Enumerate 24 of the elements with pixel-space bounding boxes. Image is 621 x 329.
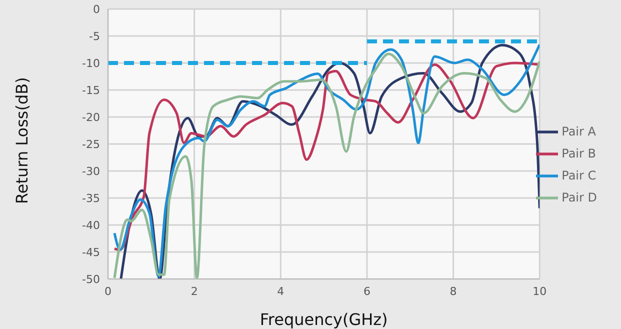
x-tick-label: 6 xyxy=(363,284,370,298)
y-tick-label: -25 xyxy=(82,138,100,151)
y-tick-label: -10 xyxy=(82,56,100,70)
y-axis-title: Return Loss(dB) xyxy=(12,77,32,204)
y-tick-label: 0 xyxy=(93,2,100,16)
y-tick-label: -50 xyxy=(82,272,100,286)
x-tick-label: 2 xyxy=(190,284,198,298)
x-tick-label: 10 xyxy=(532,284,547,298)
x-axis-title: Frequency(GHz) xyxy=(260,310,388,329)
y-tick-label: -15 xyxy=(82,84,100,97)
legend-label: Pair A xyxy=(562,124,596,138)
y-tick-label: -20 xyxy=(82,110,100,124)
x-tick-label: 0 xyxy=(104,284,112,298)
x-tick-label: 8 xyxy=(450,284,457,298)
y-tick-label: -35 xyxy=(82,192,100,205)
legend-label: Pair B xyxy=(562,146,596,160)
x-tick-label: 4 xyxy=(277,284,284,298)
y-tick-label: -45 xyxy=(82,246,100,259)
line-series xyxy=(113,62,540,252)
y-tick-label: -5 xyxy=(89,30,100,43)
legend-label: Pair D xyxy=(562,190,597,204)
y-tick-label: -40 xyxy=(82,218,100,232)
legend-label: Pair C xyxy=(562,168,596,182)
y-tick-label: -30 xyxy=(82,164,100,178)
